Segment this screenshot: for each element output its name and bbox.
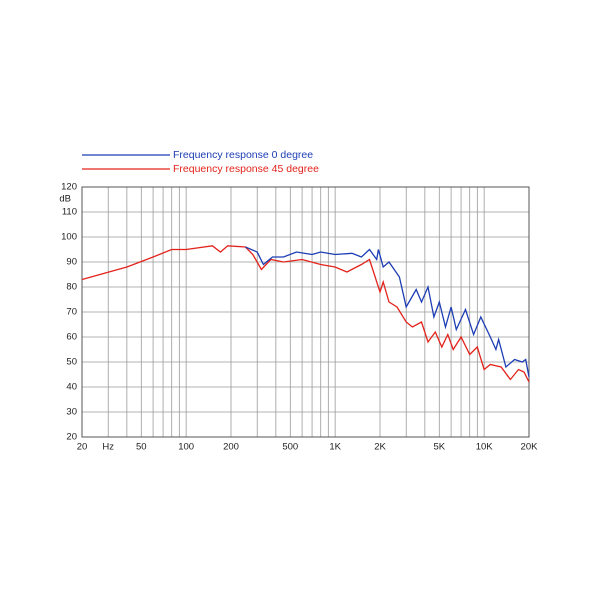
y-tick-label: 70	[66, 307, 77, 318]
x-tick-label: 200	[223, 442, 239, 453]
x-tick-label: 500	[282, 442, 298, 453]
x-tick-label: 1K	[329, 442, 341, 453]
x-tick-label: Hz	[102, 442, 114, 453]
y-tick-label: 90	[66, 257, 77, 268]
series-line	[245, 246, 530, 378]
x-tick-label: 5K	[433, 442, 445, 453]
x-tick-label: 50	[136, 442, 147, 453]
y-tick-label: 20	[66, 432, 77, 443]
y-tick-label: 100	[61, 232, 77, 243]
x-tick-label: 20	[77, 442, 88, 453]
x-tick-label: 10K	[476, 442, 494, 453]
x-tick-label: 100	[178, 442, 194, 453]
y-tick-label: 50	[66, 357, 77, 368]
y-tick-label: 120	[61, 182, 77, 193]
x-tick-label: 2K	[374, 442, 386, 453]
plot-frame	[81, 186, 530, 438]
x-tick-label: 20K	[521, 442, 539, 453]
y-tick-label: 40	[66, 382, 77, 393]
legend-label: Frequency response 0 degree	[173, 149, 313, 161]
y-tick-label: 30	[66, 407, 77, 418]
series-line	[81, 245, 530, 383]
y-tick-label: 60	[66, 332, 77, 343]
y-axis-label: dB	[59, 194, 71, 205]
legend-label: Frequency response 45 degree	[173, 163, 319, 175]
y-tick-label: 80	[66, 282, 77, 293]
y-tick-label: 110	[62, 207, 77, 218]
